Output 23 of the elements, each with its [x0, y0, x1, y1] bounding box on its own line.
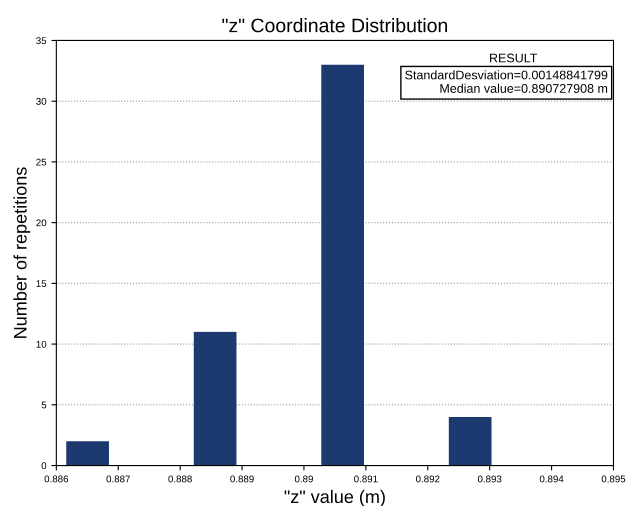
x-tick-label: 0.886: [44, 476, 68, 482]
x-tick-label: 0.89: [294, 476, 313, 482]
y-axis-title: Number of repetitions: [13, 167, 30, 338]
y-tick-label: 5: [42, 402, 46, 408]
annotation: StandardDesviation=0.00148841799: [405, 70, 608, 80]
x-tick-label: 0.891: [354, 476, 378, 482]
x-tick-label: 0.893: [478, 476, 502, 482]
y-tick-label: 25: [36, 158, 46, 166]
y-tick-label: 10: [36, 340, 46, 348]
y-tick-label: 0: [42, 462, 46, 470]
x-tick-label: 0.892: [416, 476, 440, 482]
annotation: Median value=0.890727908 m: [440, 84, 608, 93]
x-tick-label: 0.894: [540, 476, 564, 482]
y-tick-label: 15: [36, 280, 46, 287]
x-tick-label: 0.889: [230, 476, 254, 482]
x-tick-label: 0.888: [168, 476, 192, 482]
y-tick-label: 35: [36, 37, 46, 44]
annotation: RESULT: [490, 54, 538, 62]
y-tick-label: 20: [36, 219, 46, 226]
y-tick-label: 30: [36, 98, 46, 105]
chart-title: "z" Coordinate Distribution: [222, 18, 448, 32]
x-tick-label: 0.895: [602, 476, 626, 482]
x-tick-label: 0.887: [106, 476, 130, 482]
